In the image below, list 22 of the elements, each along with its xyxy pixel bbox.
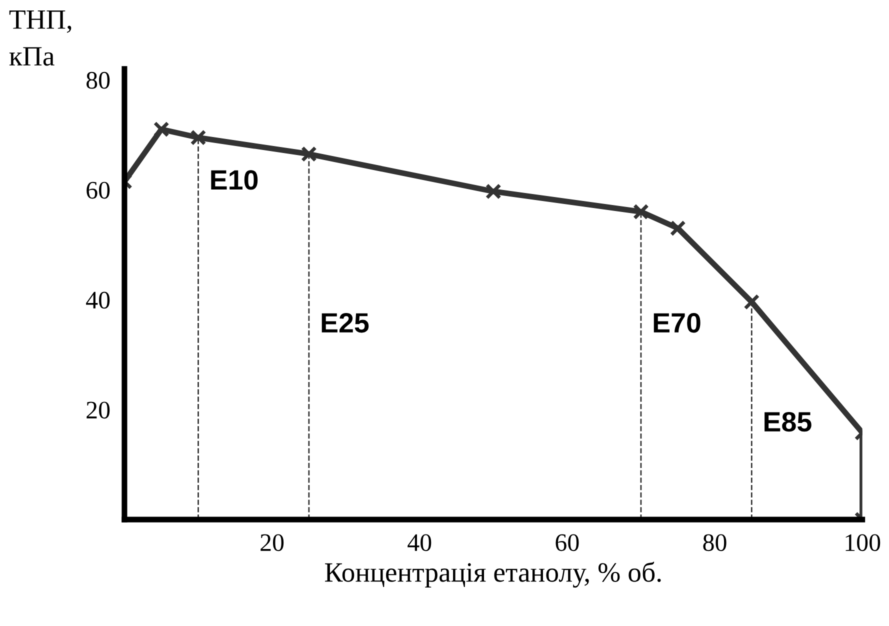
x-axis-title: Концентрація етанолу, % об. — [324, 562, 661, 588]
y-tick-label: 80 — [86, 72, 110, 89]
point — [632, 204, 649, 220]
point — [485, 183, 502, 200]
x-tick-label: 20 — [260, 534, 284, 552]
point — [744, 294, 760, 310]
annotation: E85 — [764, 412, 812, 432]
y-tick-label: 60 — [86, 182, 110, 199]
annotation: E25 — [322, 313, 369, 333]
annotation: E70 — [654, 313, 700, 333]
point — [670, 220, 686, 236]
x-tick-label: 60 — [556, 534, 579, 552]
y-tick-label: 40 — [86, 292, 110, 309]
x-tick-label: 100 — [846, 534, 880, 552]
y-tick-label: 20 — [86, 402, 110, 419]
annotation: E10 — [211, 170, 258, 190]
y-axis-title: ТНП, кПа — [9, 10, 72, 66]
x-tick-label: 80 — [703, 534, 726, 552]
x-tick-label: 40 — [408, 534, 432, 552]
point — [300, 146, 317, 162]
point — [153, 121, 170, 138]
point — [190, 130, 206, 146]
